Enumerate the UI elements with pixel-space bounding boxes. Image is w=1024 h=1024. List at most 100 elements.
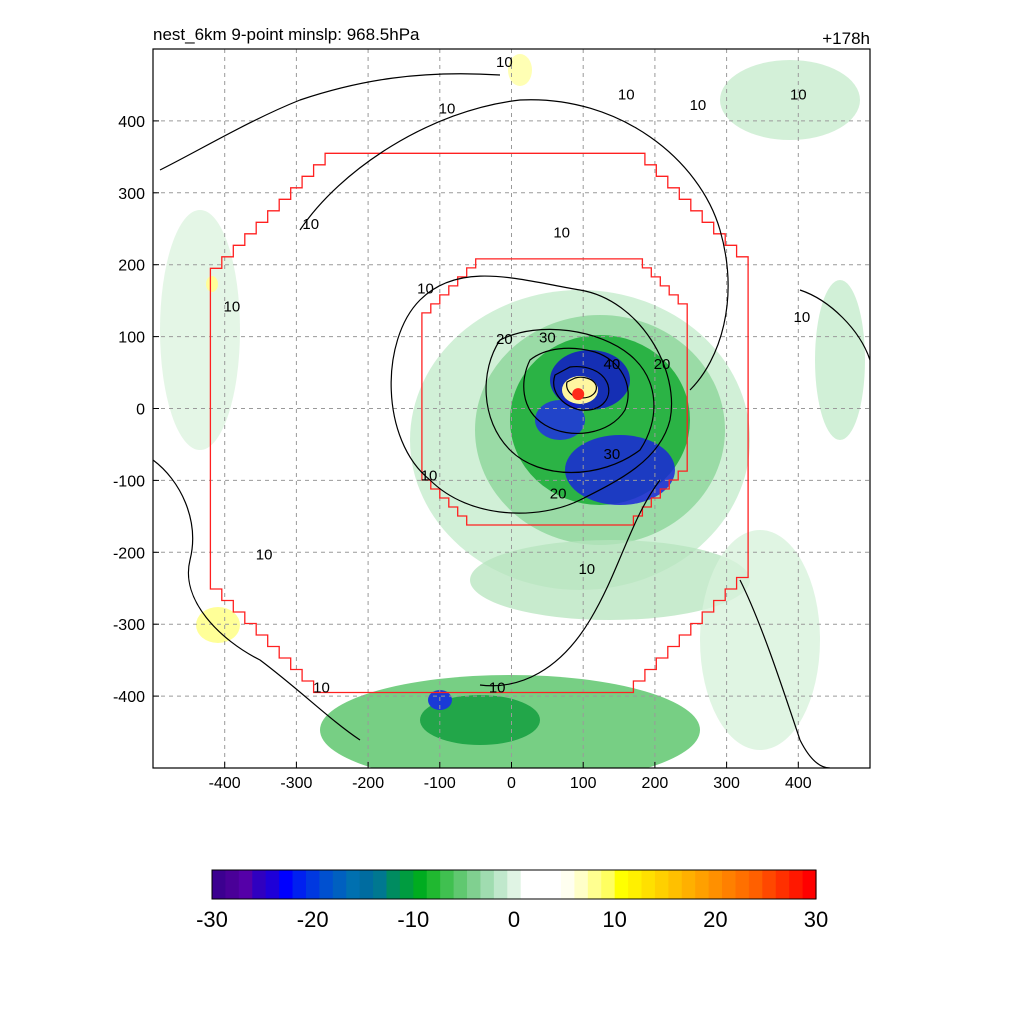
colorbar-swatch — [628, 870, 643, 899]
colorbar-swatch — [614, 870, 629, 899]
colorbar-swatch — [292, 870, 307, 899]
colorbar-swatch — [520, 870, 535, 899]
contour-label: 20 — [654, 356, 671, 373]
contour-label: 10 — [439, 101, 456, 118]
contour-label: 40 — [604, 356, 621, 373]
colorbar-swatches — [212, 870, 817, 899]
colorbar-swatch — [775, 870, 790, 899]
colorbar-frame — [211, 869, 817, 900]
colorbar-tick-label: 30 — [804, 907, 828, 932]
contour-label: 20 — [496, 331, 513, 348]
contour-label: 10 — [256, 546, 273, 563]
contour-label: 10 — [313, 680, 330, 697]
domain-outlines — [209, 152, 749, 694]
contour-label: 10 — [421, 467, 438, 484]
contour-label: 10 — [417, 280, 434, 297]
colorbar-swatch — [547, 870, 562, 899]
colorbar-tick-label: 20 — [703, 907, 727, 932]
y-tick-label: 100 — [118, 330, 145, 347]
x-tick-label: -100 — [424, 775, 456, 792]
colorbar-swatch — [225, 870, 240, 899]
colorbar-swatch — [319, 870, 334, 899]
colorbar-tick-label: 0 — [508, 907, 520, 932]
contour-label: 10 — [224, 298, 241, 315]
colorbar-tick-labels: -30 -20 -10 0 10 20 30 — [196, 907, 828, 932]
contour-label: 30 — [604, 446, 621, 463]
colorbar-swatch — [534, 870, 549, 899]
colorbar-swatch — [587, 870, 602, 899]
colorbar-swatch — [668, 870, 683, 899]
contour-label: 30 — [539, 329, 556, 346]
inner-domain-outline — [421, 258, 688, 526]
colorbar-swatch — [252, 870, 267, 899]
colorbar-swatch — [493, 870, 508, 899]
y-tick-label: 400 — [118, 114, 145, 131]
colorbar-swatch — [789, 870, 804, 899]
y-axis: 400 300 200 100 0 -100 -200 -300 -400 — [113, 114, 159, 706]
chart-title-left: nest_6km 9-point minslp: 968.5hPa — [153, 25, 420, 44]
contour-label: 10 — [578, 561, 595, 578]
contour-label: 10 — [553, 224, 570, 241]
contour-label: 20 — [550, 485, 567, 502]
colorbar-swatch — [359, 870, 374, 899]
x-tick-label: 200 — [642, 775, 669, 792]
colorbar-swatch — [762, 870, 777, 899]
x-tick-label: -200 — [352, 775, 384, 792]
field-shading — [160, 54, 865, 768]
colorbar-swatch — [722, 870, 737, 899]
chart-title-right: +178h — [822, 29, 870, 48]
y-tick-label: 0 — [136, 402, 145, 419]
colorbar-swatch — [560, 870, 575, 899]
colorbar-swatch — [735, 870, 750, 899]
y-tick-label: -400 — [113, 689, 145, 706]
y-tick-label: -300 — [113, 617, 145, 634]
contour-lines — [153, 73, 870, 768]
colorbar-tick-label: -10 — [397, 907, 429, 932]
contour-label: 10 — [794, 309, 811, 326]
colorbar-swatch — [413, 870, 428, 899]
contour-label: 10 — [302, 216, 319, 233]
colorbar-swatch — [681, 870, 696, 899]
colorbar-swatch — [386, 870, 401, 899]
colorbar-swatch — [399, 870, 414, 899]
colorbar-swatch — [212, 870, 227, 899]
plot-area: 10 10 10 10 10 10 10 10 10 10 20 30 40 20 30 20 10 10 10 10… — [153, 49, 870, 768]
colorbar-tick-label: -20 — [297, 907, 329, 932]
colorbar-swatch — [574, 870, 589, 899]
colorbar-swatch — [708, 870, 723, 899]
colorbar-swatch — [748, 870, 763, 899]
colorbar-swatch — [332, 870, 347, 899]
colorbar-swatch — [654, 870, 669, 899]
contour-label: 10 — [790, 86, 807, 103]
colorbar-swatch — [467, 870, 482, 899]
y-tick-label: 200 — [118, 258, 145, 275]
x-tick-label: 400 — [785, 775, 812, 792]
colorbar-swatch — [238, 870, 253, 899]
x-tick-label: -400 — [209, 775, 241, 792]
colorbar-swatch — [265, 870, 280, 899]
colorbar-swatch — [440, 870, 455, 899]
colorbar-swatch — [641, 870, 656, 899]
contour-labels: 10 10 10 10 10 10 10 10 10 10 20 30 40 20 30 20 10 10 10 10… — [224, 54, 811, 697]
x-tick-label: 100 — [570, 775, 597, 792]
colorbar-swatch — [346, 870, 361, 899]
y-tick-label: -200 — [113, 545, 145, 562]
contour-label: 10 — [496, 54, 513, 71]
colorbar-swatch — [305, 870, 320, 899]
x-tick-label: 300 — [713, 775, 740, 792]
contour-label: 10 — [690, 97, 707, 114]
x-tick-label: -300 — [280, 775, 312, 792]
y-tick-label: -100 — [113, 473, 145, 490]
colorbar-swatch — [802, 870, 817, 899]
colorbar-swatch — [373, 870, 388, 899]
y-tick-label: 300 — [118, 186, 145, 203]
storm-center-marker — [572, 388, 585, 401]
colorbar-swatch — [601, 870, 616, 899]
contour-label: 10 — [489, 680, 506, 697]
contour-label: 10 — [618, 86, 635, 103]
outer-domain-outline — [209, 152, 749, 694]
colorbar-swatch — [426, 870, 441, 899]
colorbar-swatch — [279, 870, 294, 899]
colorbar-swatch — [453, 870, 468, 899]
